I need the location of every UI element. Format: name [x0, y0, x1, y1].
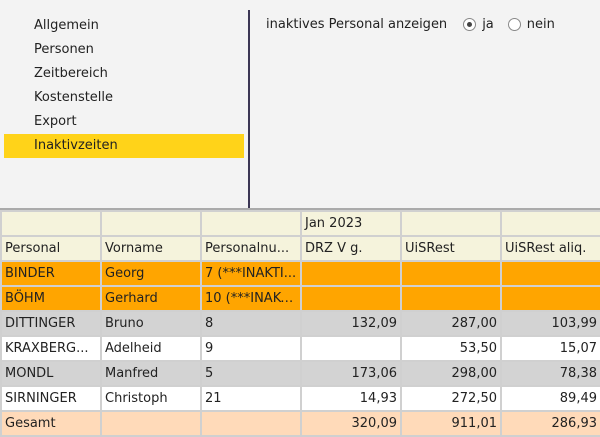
radio-nein[interactable] — [507, 17, 521, 31]
menu-item-export[interactable]: Export — [34, 114, 77, 129]
cell — [300, 285, 402, 312]
cell: Georg — [100, 260, 202, 287]
sidebar-menu: Allgemein Personen Zeitbereich Kostenste… — [4, 14, 244, 158]
cell: Jan 2023 — [300, 210, 402, 237]
menu-item-kostenstelle[interactable]: Kostenstelle — [34, 90, 114, 105]
cell: 911,01 — [400, 410, 502, 437]
menu-item-zeitbereich[interactable]: Zeitbereich — [34, 66, 108, 81]
cell — [200, 410, 302, 437]
column-header-row[interactable]: Personal Vorname Personalnu... DRZ V g. UiSR… — [0, 235, 600, 262]
cell: 10 (***INAKTI... — [200, 285, 302, 312]
cell — [300, 335, 402, 362]
cell — [500, 285, 600, 312]
radio-nein-label[interactable]: nein — [526, 16, 555, 32]
cell: Bruno — [100, 310, 202, 337]
cell: 78,38 — [500, 360, 600, 387]
cell: DRZ V g. — [300, 235, 402, 262]
cell — [100, 410, 202, 437]
total-row[interactable]: Gesamt 320,09 911,01 286,93 — [0, 410, 600, 437]
cell: 272,50 — [400, 385, 502, 412]
cell: BINDER — [0, 260, 102, 287]
table-row[interactable]: KRAXBERG... Adelheid 9 53,50 15,07 — [0, 335, 600, 362]
cell: 21 — [200, 385, 302, 412]
cell: 286,93 — [500, 410, 600, 437]
cell — [500, 210, 600, 237]
cell: 5 — [200, 360, 302, 387]
cell: 89,49 — [500, 385, 600, 412]
cell: DITTINGER — [0, 310, 102, 337]
cell — [400, 210, 502, 237]
cell: Adelheid — [100, 335, 202, 362]
cell: 7 (***INAKTI... — [200, 260, 302, 287]
option-label: inaktives Personal anzeigen — [266, 16, 448, 32]
cell: 8 — [200, 310, 302, 337]
cell: Personalnu... — [200, 235, 302, 262]
cell: BÖHM — [0, 285, 102, 312]
cell: 298,00 — [400, 360, 502, 387]
cell: KRAXBERG... — [0, 335, 102, 362]
table-row[interactable]: BINDER Georg 7 (***INAKTI... — [0, 260, 600, 287]
menu-item-inaktivzeiten[interactable]: Inaktivzeiten — [4, 134, 244, 158]
cell: Gerhard — [100, 285, 202, 312]
group-header-row[interactable]: Jan 2023 — [0, 210, 600, 237]
cell: MONDL — [0, 360, 102, 387]
cell: Personal — [0, 235, 102, 262]
cell — [400, 260, 502, 287]
cell: 53,50 — [400, 335, 502, 362]
cell: 15,07 — [500, 335, 600, 362]
data-table: Jan 2023 Personal Vorname Personalnu... DRZ … — [0, 210, 600, 437]
radio-ja-label[interactable]: ja — [482, 16, 494, 32]
separator — [0, 208, 600, 210]
divider — [248, 10, 250, 209]
cell: 103,99 — [500, 310, 600, 337]
cell — [0, 210, 102, 237]
cell: 9 — [200, 335, 302, 362]
cell: Vorname — [100, 235, 202, 262]
cell — [200, 210, 302, 237]
cell: 320,09 — [300, 410, 402, 437]
radio-ja[interactable] — [463, 17, 477, 31]
cell: Gesamt — [0, 410, 102, 437]
menu-item-allgemein[interactable]: Allgemein — [34, 18, 99, 33]
cell — [400, 285, 502, 312]
table-row[interactable]: DITTINGER Bruno 8 132,09 287,00 103,99 — [0, 310, 600, 337]
inactive-personnel-option: inaktives Personal anzeigen ja nein — [266, 14, 563, 34]
cell: 173,06 — [300, 360, 402, 387]
table-row[interactable]: BÖHM Gerhard 10 (***INAKTI... — [0, 285, 600, 312]
cell: 14,93 — [300, 385, 402, 412]
cell — [500, 260, 600, 287]
cell: SIRNINGER — [0, 385, 102, 412]
table-row[interactable]: SIRNINGER Christoph 21 14,93 272,50 89,49 — [0, 385, 600, 412]
cell: UiSRest — [400, 235, 502, 262]
table-row[interactable]: MONDL Manfred 5 173,06 298,00 78,38 — [0, 360, 600, 387]
cell — [300, 260, 402, 287]
cell: Christoph — [100, 385, 202, 412]
cell — [100, 210, 202, 237]
cell: 132,09 — [300, 310, 402, 337]
cell: Manfred — [100, 360, 202, 387]
menu-item-personen[interactable]: Personen — [34, 42, 94, 57]
cell: UiSRest aliq. — [500, 235, 600, 262]
cell: 287,00 — [400, 310, 502, 337]
